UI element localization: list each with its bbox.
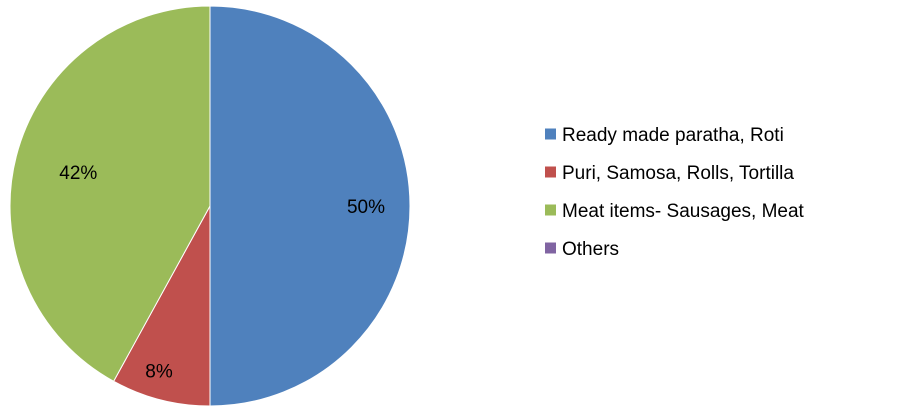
legend-item-4: Others: [545, 239, 619, 260]
pie-slice-3: [9, 5, 211, 382]
legend-item-1: Ready made paratha, Roti: [545, 125, 784, 146]
data-label-2: 8%: [145, 361, 173, 382]
legend-item-2: Puri, Samosa, Rolls, Tortilla: [545, 163, 794, 184]
pie-slice-1: [209, 5, 411, 406]
pie-data-labels: 50% 8% 42%: [59, 163, 385, 382]
legend-swatch: [545, 242, 556, 254]
legend-label: Puri, Samosa, Rolls, Tortilla: [562, 163, 794, 184]
data-label-3: 42%: [59, 163, 97, 184]
legend-label: Others: [562, 239, 619, 260]
legend-swatch: [545, 128, 556, 140]
pie-slices: [9, 5, 411, 406]
legend-label: Meat items- Sausages, Meat: [562, 201, 805, 222]
legend-item-3: Meat items- Sausages, Meat: [545, 201, 805, 222]
legend: Ready made paratha, Roti Puri, Samosa, Ro…: [545, 125, 805, 260]
legend-label: Ready made paratha, Roti: [562, 125, 784, 146]
data-label-1: 50%: [347, 197, 385, 218]
legend-swatch: [545, 166, 556, 178]
legend-swatch: [545, 204, 556, 216]
